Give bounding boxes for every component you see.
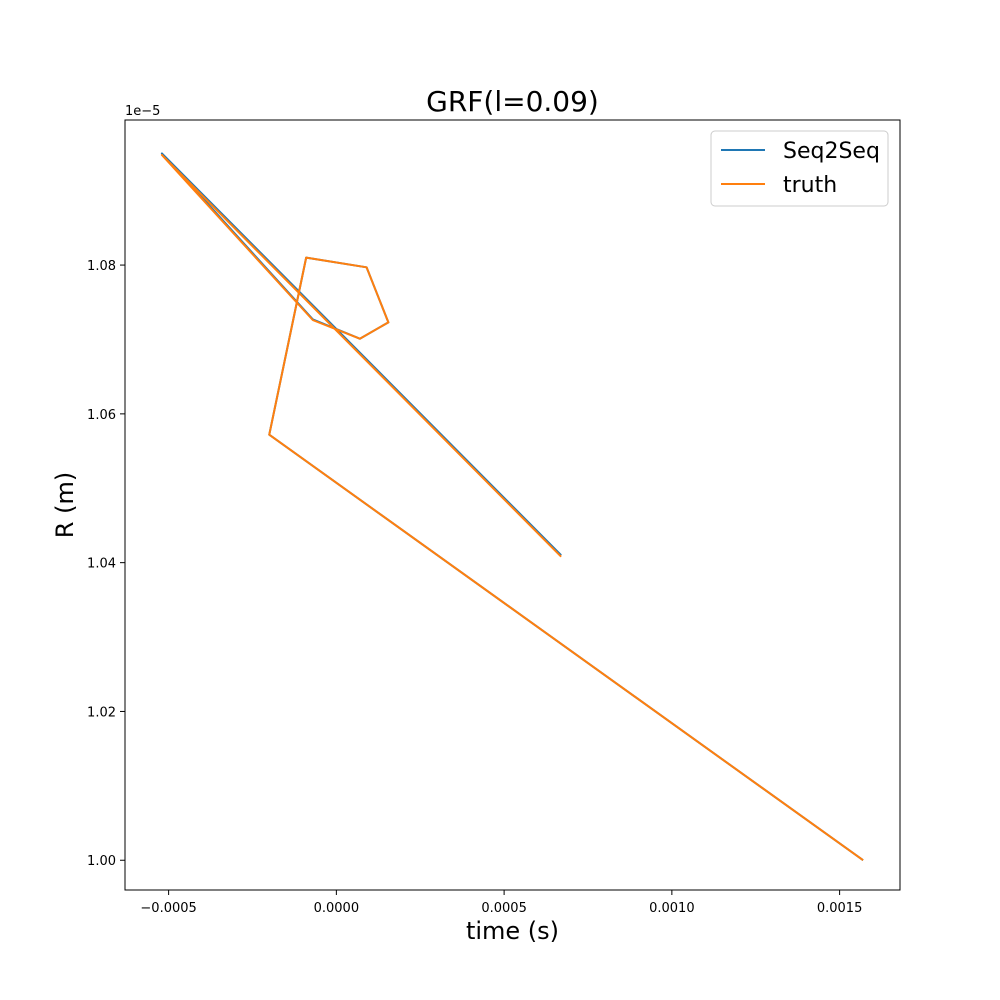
series-line-truth (160, 153, 864, 862)
x-tick-label: 0.0015 (817, 901, 863, 916)
x-tick-label: 0.0005 (481, 901, 527, 916)
series-layer (160, 152, 864, 862)
plot-frame (124, 119, 901, 891)
y-tick-label: 1.06 (87, 408, 116, 423)
x-tick-label: −0.0005 (140, 901, 196, 916)
x-tick-label: 0.0000 (314, 901, 360, 916)
y-axis-title: R (m) (51, 472, 79, 538)
y-axis-offset-label: 1e−5 (125, 104, 160, 119)
x-axis-title: time (s) (466, 917, 559, 945)
chart-title: GRF(l=0.09) (426, 85, 599, 118)
legend: Seq2Seq truth (710, 130, 889, 207)
x-tick-label: 0.0010 (649, 901, 695, 916)
axes-layer: −0.0005 0.0000 0.0005 0.0010 0.0015 1.00 1.02 1… (87, 259, 862, 916)
y-tick-label: 1.08 (87, 259, 116, 274)
y-tick-label: 1.00 (87, 854, 116, 869)
y-tick-label: 1.02 (87, 705, 116, 720)
legend-label: Seq2Seq (783, 139, 880, 164)
legend-label: truth (783, 173, 837, 198)
y-tick-label: 1.04 (87, 557, 116, 572)
